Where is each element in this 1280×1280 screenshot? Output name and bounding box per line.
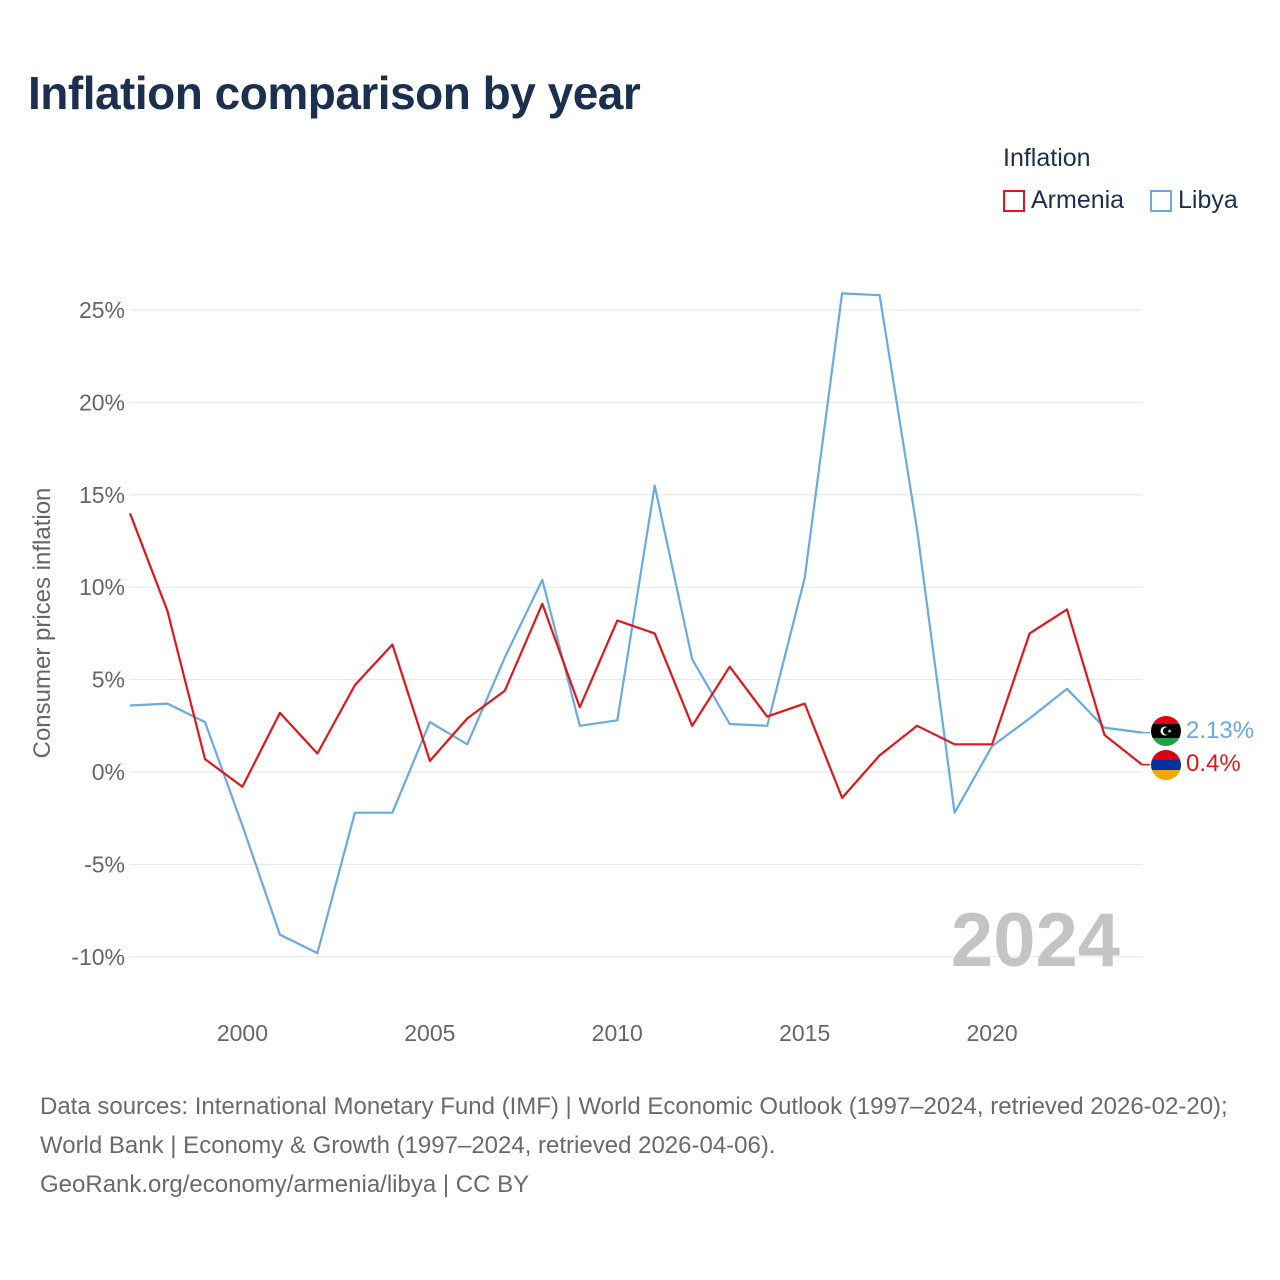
legend-title: Inflation <box>1003 144 1091 172</box>
x-axis-ticks: 2000 2005 2010 2015 2020 <box>217 1020 1018 1046</box>
credit-link[interactable]: GeoRank.org/economy/armenia/libya | CC B… <box>40 1171 530 1198</box>
y-tick-label: 25% <box>79 297 125 323</box>
y-axis-label: Consumer prices inflation <box>29 488 56 759</box>
libya-end-label: 2.13% <box>1186 717 1254 744</box>
chart-title: Inflation comparison by year <box>28 67 641 119</box>
x-tick-label: 2020 <box>966 1020 1017 1046</box>
legend-item-armenia[interactable]: Armenia <box>1003 186 1124 215</box>
series-lines <box>128 292 1150 955</box>
data-sources: Data sources: International Monetary Fun… <box>40 1093 1228 1159</box>
y-axis-ticks: -10% -5% 0% 5% 10% 15% 20% 25% <box>71 297 125 970</box>
y-tick-label: 10% <box>79 574 125 600</box>
y-tick-label: -5% <box>84 851 125 877</box>
year-watermark: 2024 <box>951 898 1120 983</box>
end-labels: 2.13% 0.4% <box>1151 716 1254 780</box>
series-line-libya[interactable] <box>129 292 1143 955</box>
x-tick-label: 2000 <box>217 1020 268 1046</box>
legend-swatch-libya <box>1150 189 1172 212</box>
armenia-end-label: 0.4% <box>1186 750 1241 777</box>
x-tick-label: 2015 <box>779 1020 830 1046</box>
series-line-armenia[interactable] <box>128 512 1143 800</box>
legend-swatch-armenia <box>1003 189 1025 212</box>
armenia-flag-icon <box>1151 750 1181 780</box>
libya-flag-icon <box>1151 716 1181 746</box>
y-tick-label: -10% <box>71 944 125 970</box>
gridlines <box>130 309 1142 958</box>
legend-label-armenia: Armenia <box>1031 186 1125 214</box>
y-tick-label: 0% <box>92 759 125 785</box>
legend-item-libya[interactable]: Libya <box>1150 186 1238 215</box>
y-tick-label: 15% <box>79 482 125 508</box>
x-tick-label: 2005 <box>404 1020 455 1046</box>
line-chart: -10% -5% 0% 5% 10% 15% 20% 25% 2000 2005 2010 2015… <box>29 292 1254 1046</box>
legend-label-libya: Libya <box>1178 186 1238 214</box>
y-tick-label: 5% <box>92 667 125 693</box>
x-tick-label: 2010 <box>592 1020 643 1046</box>
chart-footer: Data sources: International Monetary Fun… <box>40 1087 1250 1204</box>
y-tick-label: 20% <box>79 389 125 415</box>
